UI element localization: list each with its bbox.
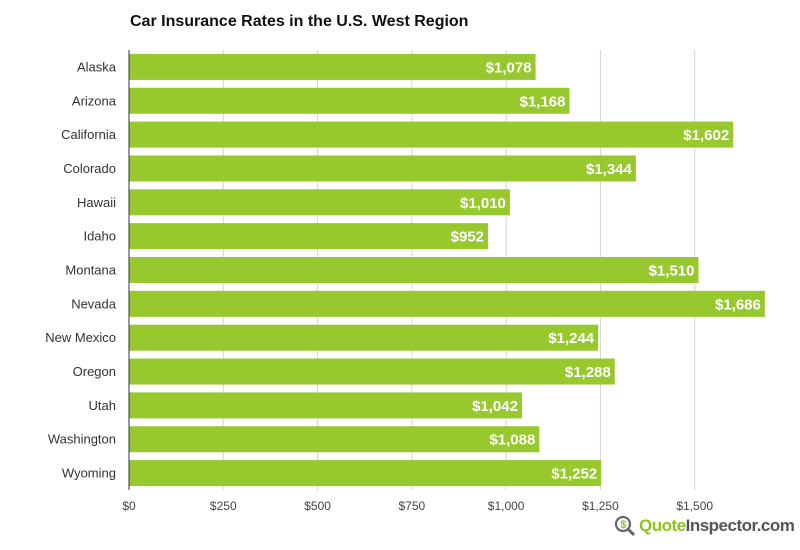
x-tick-label: $0	[122, 499, 136, 513]
data-label: $952	[451, 229, 484, 246]
data-label: $1,686	[715, 296, 761, 313]
data-label: $1,010	[460, 195, 506, 212]
bar	[129, 426, 540, 453]
y-tick-label: Oregon	[73, 364, 116, 379]
bar	[129, 53, 536, 80]
x-tick-label: $1,000	[488, 499, 525, 513]
y-tick-label: Nevada	[71, 296, 117, 311]
bar	[129, 257, 699, 283]
x-tick-label: $750	[399, 499, 426, 513]
quoteinspector-logo: $ Quote Inspector.com	[614, 515, 795, 537]
bar	[129, 189, 510, 216]
dollar-magnifier-icon: $	[614, 515, 636, 537]
svg-text:$: $	[620, 519, 626, 531]
data-label: $1,510	[649, 263, 695, 280]
logo-text-inspector: Inspector.com	[685, 516, 795, 535]
y-tick-label: Alaska	[77, 59, 117, 74]
data-label: $1,288	[565, 364, 611, 381]
bar	[129, 460, 602, 487]
bar	[129, 324, 599, 351]
data-label: $1,042	[472, 398, 518, 415]
bar	[129, 121, 734, 148]
y-tick-label: Washington	[48, 432, 116, 447]
x-tick-label: $500	[304, 499, 331, 513]
data-label: $1,244	[548, 330, 595, 347]
data-label: $1,602	[683, 127, 729, 144]
data-label: $1,168	[520, 93, 566, 110]
bar	[129, 358, 615, 385]
bar	[129, 87, 570, 114]
y-tick-label: Wyoming	[62, 466, 116, 481]
y-tick-label: Utah	[89, 398, 116, 413]
x-tick-label: $1,250	[582, 499, 619, 513]
x-tick-label: $1,500	[676, 499, 713, 513]
bar	[129, 155, 636, 182]
y-tick-label: New Mexico	[45, 330, 116, 345]
data-label: $1,252	[551, 466, 597, 483]
y-tick-label: California	[61, 127, 117, 142]
data-label: $1,344	[586, 161, 633, 178]
data-label: $1,078	[486, 59, 532, 76]
data-label: $1,088	[489, 432, 535, 449]
logo-text-quote: Quote	[639, 516, 686, 535]
y-tick-label: Arizona	[72, 93, 117, 108]
y-tick-label: Montana	[65, 263, 116, 278]
bar	[129, 392, 522, 419]
x-tick-label: $250	[210, 499, 237, 513]
bar	[129, 290, 765, 317]
chart-title: Car Insurance Rates in the U.S. West Reg…	[130, 13, 469, 30]
y-tick-label: Colorado	[63, 161, 116, 176]
y-tick-label: Hawaii	[77, 195, 116, 210]
y-tick-label: Idaho	[83, 229, 116, 244]
bar	[129, 223, 489, 250]
